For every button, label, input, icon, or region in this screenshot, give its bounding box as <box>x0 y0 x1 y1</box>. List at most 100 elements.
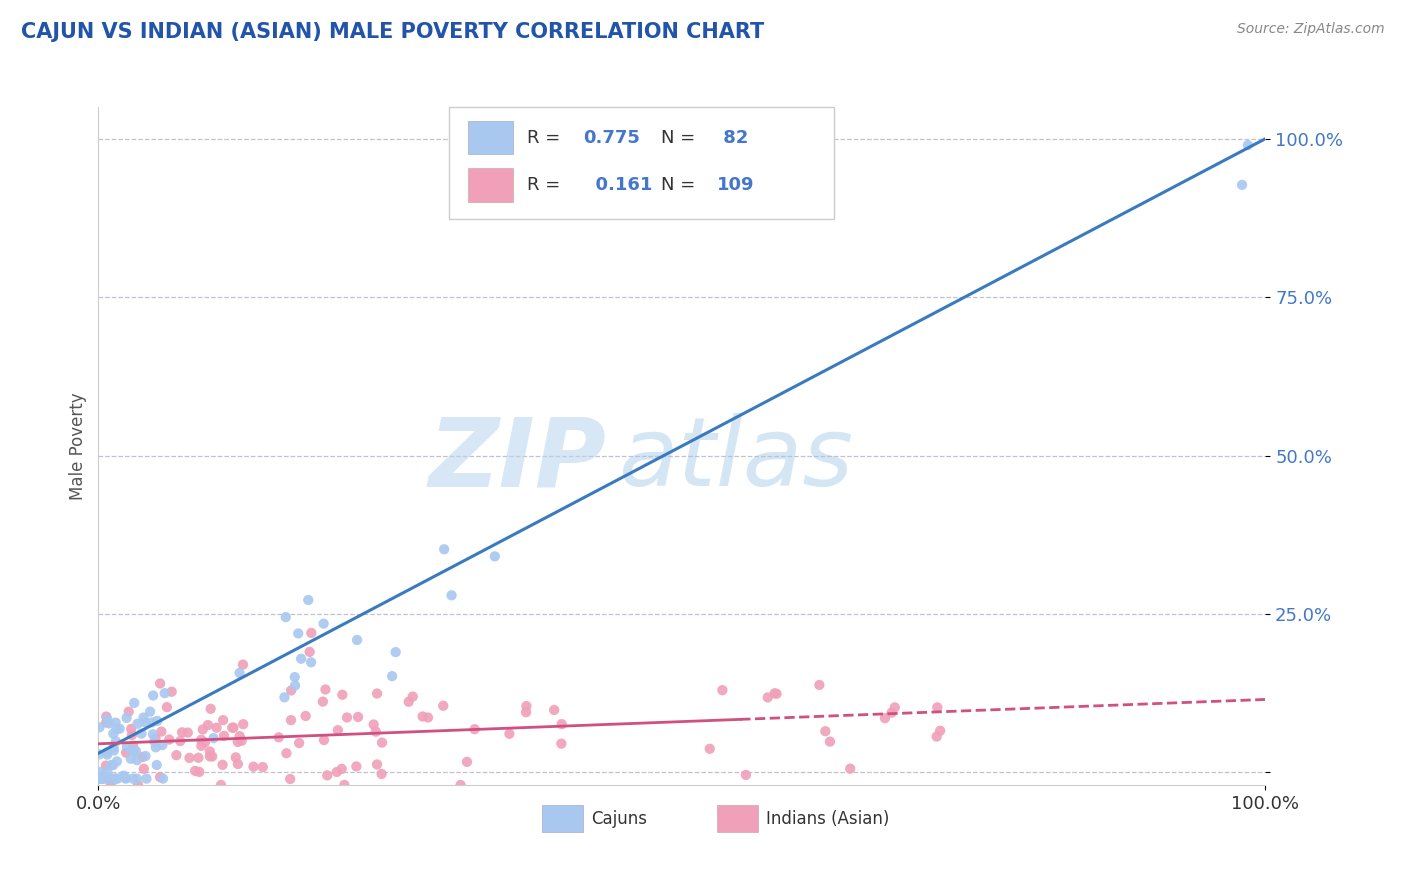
Point <box>134 749 156 764</box>
Point <box>104 772 127 786</box>
Point <box>145 758 167 772</box>
Point <box>366 757 388 772</box>
Point <box>484 549 506 564</box>
Point <box>90 772 112 786</box>
Point <box>101 758 124 772</box>
Point <box>96 772 118 786</box>
Point <box>135 772 157 786</box>
Point <box>402 690 425 704</box>
Point <box>515 699 537 714</box>
Point <box>165 748 187 763</box>
Point <box>96 712 118 726</box>
Point <box>209 778 232 792</box>
Point <box>132 762 155 776</box>
Point <box>89 720 111 734</box>
Point <box>226 735 249 749</box>
Point <box>398 695 420 709</box>
Point <box>96 709 118 723</box>
Point <box>290 651 312 665</box>
Point <box>456 755 478 769</box>
Point <box>115 711 138 725</box>
Y-axis label: Male Poverty: Male Poverty <box>69 392 87 500</box>
Point <box>226 756 249 771</box>
Point <box>87 772 110 786</box>
Point <box>278 772 301 786</box>
Point <box>299 626 322 640</box>
Text: 82: 82 <box>717 128 748 146</box>
Point <box>91 772 114 786</box>
Point <box>228 665 250 680</box>
Point <box>172 725 194 739</box>
Text: N =: N = <box>661 128 702 146</box>
Point <box>370 767 392 781</box>
Point <box>153 686 176 700</box>
Point <box>252 760 274 774</box>
Point <box>141 715 163 730</box>
Point <box>929 723 952 738</box>
Point <box>177 725 200 739</box>
Point <box>149 676 172 690</box>
Point <box>225 750 247 764</box>
Point <box>808 678 831 692</box>
Point <box>228 729 250 743</box>
Point <box>925 730 948 744</box>
Point <box>194 735 217 749</box>
Point <box>222 721 245 735</box>
Point <box>312 616 335 631</box>
Point <box>152 772 174 786</box>
Point <box>299 655 322 669</box>
Point <box>873 711 896 725</box>
Text: 0.775: 0.775 <box>582 128 640 146</box>
Point <box>125 772 148 786</box>
Point <box>232 657 254 672</box>
Point <box>139 705 162 719</box>
Point <box>734 768 756 782</box>
Point <box>149 770 172 784</box>
Point <box>883 700 905 714</box>
Point <box>107 772 129 786</box>
Point <box>267 731 290 745</box>
Bar <box>541 805 582 832</box>
Point <box>284 679 307 693</box>
Point <box>156 700 179 714</box>
Point <box>115 746 138 760</box>
Point <box>242 760 264 774</box>
Point <box>125 753 148 767</box>
Point <box>297 593 319 607</box>
Point <box>131 750 153 764</box>
Point <box>363 717 385 731</box>
Text: R =: R = <box>527 176 565 194</box>
Point <box>122 739 145 753</box>
Point <box>366 686 388 700</box>
Point <box>312 695 335 709</box>
Point <box>142 727 165 741</box>
Point <box>765 687 787 701</box>
Point <box>127 778 149 792</box>
Point <box>120 752 142 766</box>
Point <box>1230 178 1253 192</box>
Point <box>114 770 136 784</box>
Text: Source: ZipAtlas.com: Source: ZipAtlas.com <box>1237 22 1385 37</box>
Point <box>103 727 125 741</box>
Bar <box>717 805 758 832</box>
Point <box>200 702 222 716</box>
Point <box>91 772 114 786</box>
Point <box>127 716 149 731</box>
Point <box>763 686 786 700</box>
Point <box>211 757 233 772</box>
Point <box>96 715 118 730</box>
Point <box>98 716 121 731</box>
Point <box>108 722 131 736</box>
Point <box>96 746 118 760</box>
Point <box>543 703 565 717</box>
Point <box>104 734 127 748</box>
Point <box>316 768 339 782</box>
Point <box>274 610 297 624</box>
Point <box>89 771 111 785</box>
Point <box>188 764 211 779</box>
Point <box>100 772 122 786</box>
Point <box>122 744 145 758</box>
Point <box>432 698 454 713</box>
Point <box>197 718 219 732</box>
Point <box>198 744 221 758</box>
